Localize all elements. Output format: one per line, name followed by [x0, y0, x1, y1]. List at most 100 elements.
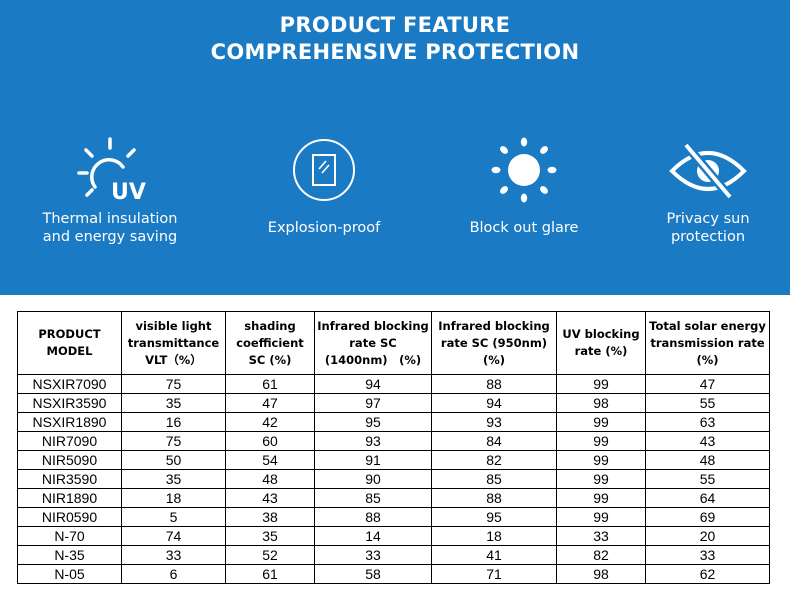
cell-vlt: 75	[121, 431, 226, 451]
table-row: N-35 33 52 33 41 82 33	[17, 545, 770, 565]
table-row: NSXIR3590 35 47 97 94 98 55	[17, 393, 770, 413]
cell-vlt: 74	[121, 526, 226, 546]
cell-tser: 47	[645, 374, 770, 394]
cell-tser: 64	[645, 488, 770, 508]
cell-ir1400: 95	[314, 412, 432, 432]
page-title-line1: PRODUCT FEATURE	[279, 13, 511, 37]
cell-tser: 20	[645, 526, 770, 546]
page-title-line2: COMPREHENSIVE PROTECTION	[210, 40, 580, 64]
cell-tser: 63	[645, 412, 770, 432]
table-row: NSXIR7090 75 61 94 88 99 47	[17, 374, 770, 394]
cell-uv: 98	[556, 564, 646, 584]
cell-model: NIR3590	[17, 469, 122, 489]
cell-ir1400: 97	[314, 393, 432, 413]
table-row: NSXIR1890 16 42 95 93 99 63	[17, 412, 770, 432]
cell-ir950: 88	[431, 488, 557, 508]
cell-ir1400: 14	[314, 526, 432, 546]
cell-sc: 61	[225, 564, 315, 584]
cell-model: NSXIR7090	[17, 374, 122, 394]
cell-vlt: 16	[121, 412, 226, 432]
col-header-shading: shading coefficient SC (%)	[225, 311, 315, 375]
feature-label-line1: Privacy sun	[666, 211, 750, 227]
sun-glare-icon	[491, 137, 557, 203]
cell-ir1400: 91	[314, 450, 432, 470]
cell-ir950: 18	[431, 526, 557, 546]
cell-vlt: 5	[121, 507, 226, 527]
cell-model: NIR5090	[17, 450, 122, 470]
cell-sc: 43	[225, 488, 315, 508]
cell-uv: 99	[556, 469, 646, 489]
cell-uv: 98	[556, 393, 646, 413]
cell-ir1400: 88	[314, 507, 432, 527]
col-header-ir950: Infrared blocking rate SC (950nm) (%)	[431, 311, 557, 375]
table-row: NIR1890 18 43 85 88 99 64	[17, 488, 770, 508]
cell-model: NIR0590	[17, 507, 122, 527]
table-row: NIR7090 75 60 93 84 99 43	[17, 431, 770, 451]
cell-ir1400: 93	[314, 431, 432, 451]
cell-ir950: 95	[431, 507, 557, 527]
feature-label-line2: and energy saving	[42, 229, 178, 245]
cell-ir950: 71	[431, 564, 557, 584]
sun-uv-icon: UV	[77, 137, 146, 205]
col-header-vlt: visible light transmittance VLT（%）	[121, 311, 226, 375]
cell-vlt: 6	[121, 564, 226, 584]
cell-ir950: 88	[431, 374, 557, 394]
spec-table-container: PRODUCT MODEL visible light transmittanc…	[17, 311, 770, 584]
cell-tser: 55	[645, 469, 770, 489]
eye-slash-icon	[669, 142, 747, 200]
feature-label-line1: Explosion-proof	[267, 220, 381, 236]
cell-sc: 48	[225, 469, 315, 489]
cell-sc: 60	[225, 431, 315, 451]
table-row: NIR5090 50 54 91 82 99 48	[17, 450, 770, 470]
cell-ir950: 85	[431, 469, 557, 489]
table-row: N-70 74 35 14 18 33 20	[17, 526, 770, 546]
cell-uv: 99	[556, 488, 646, 508]
cell-sc: 47	[225, 393, 315, 413]
cell-model: NIR1890	[17, 488, 122, 508]
col-header-uv: UV blocking rate (%)	[556, 311, 646, 375]
cell-model: N-35	[17, 545, 122, 565]
col-header-model: PRODUCT MODEL	[17, 311, 122, 375]
cell-tser: 55	[645, 393, 770, 413]
cell-sc: 38	[225, 507, 315, 527]
cell-ir1400: 85	[314, 488, 432, 508]
cell-vlt: 50	[121, 450, 226, 470]
cell-tser: 33	[645, 545, 770, 565]
cell-model: N-70	[17, 526, 122, 546]
table-row: NIR0590 5 38 88 95 99 69	[17, 507, 770, 527]
table-row: NIR3590 35 48 90 85 99 55	[17, 469, 770, 489]
cell-vlt: 75	[121, 374, 226, 394]
cell-model: NSXIR3590	[17, 393, 122, 413]
feature-label-line2: protection	[670, 229, 746, 245]
cell-ir1400: 90	[314, 469, 432, 489]
cell-ir1400: 94	[314, 374, 432, 394]
cell-sc: 52	[225, 545, 315, 565]
cell-ir950: 93	[431, 412, 557, 432]
cell-vlt: 18	[121, 488, 226, 508]
cell-uv: 82	[556, 545, 646, 565]
cell-sc: 61	[225, 374, 315, 394]
cell-ir950: 82	[431, 450, 557, 470]
cell-ir1400: 58	[314, 564, 432, 584]
table-row: N-05 6 61 58 71 98 62	[17, 564, 770, 584]
cell-ir1400: 33	[314, 545, 432, 565]
table-header-row: PRODUCT MODEL visible light transmittanc…	[17, 311, 770, 375]
cell-vlt: 35	[121, 393, 226, 413]
cell-vlt: 33	[121, 545, 226, 565]
cell-uv: 33	[556, 526, 646, 546]
cell-sc: 54	[225, 450, 315, 470]
cell-vlt: 35	[121, 469, 226, 489]
cell-uv: 99	[556, 374, 646, 394]
cell-tser: 48	[645, 450, 770, 470]
feature-block-glare: Block out glare	[434, 135, 614, 237]
cell-tser: 43	[645, 431, 770, 451]
cell-uv: 99	[556, 412, 646, 432]
feature-label-line1: Block out glare	[469, 220, 579, 236]
glass-shield-icon	[293, 139, 355, 201]
cell-ir950: 41	[431, 545, 557, 565]
cell-uv: 99	[556, 431, 646, 451]
col-header-tser: Total solar energy transmission rate (%)	[645, 311, 770, 375]
cell-sc: 42	[225, 412, 315, 432]
cell-tser: 69	[645, 507, 770, 527]
feature-label-line1: Thermal insulation	[42, 211, 178, 227]
